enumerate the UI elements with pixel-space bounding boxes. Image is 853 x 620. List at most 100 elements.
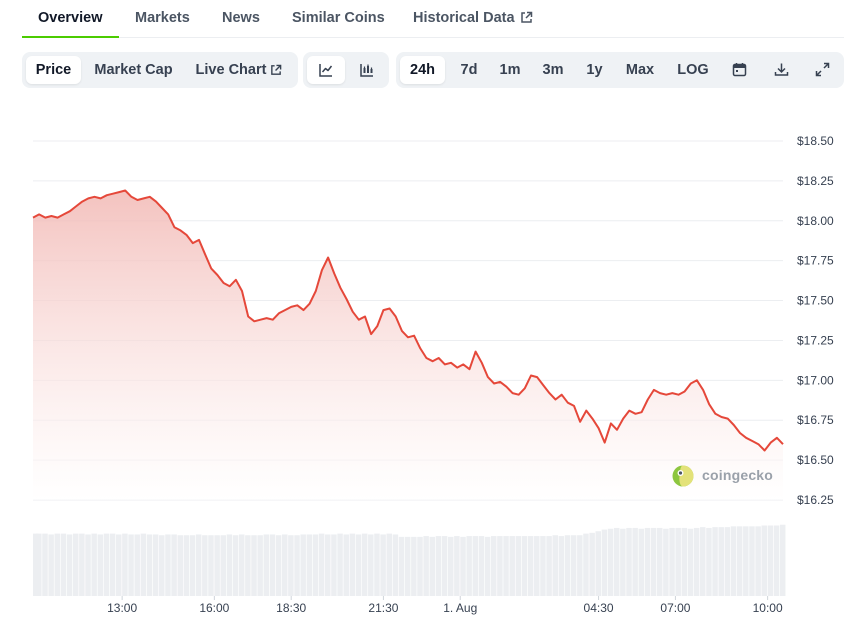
volume-bar	[398, 536, 405, 596]
live-chart-button[interactable]: Live Chart	[186, 56, 292, 84]
range-24h-button[interactable]: 24h	[400, 56, 445, 84]
price-button[interactable]: Price	[26, 56, 81, 84]
volume-bar	[33, 533, 39, 596]
range-1m-label: 1m	[499, 62, 521, 78]
tab-similar-coins-label: Similar Coins	[292, 10, 385, 26]
tab-markets-label: Markets	[135, 10, 190, 26]
volume-bar	[779, 524, 786, 596]
volume-bar	[48, 534, 54, 596]
volume-bar	[91, 533, 97, 596]
volume-bar	[189, 535, 196, 596]
volume-bar	[263, 534, 270, 596]
tab-historical-data-label: Historical Data	[413, 10, 515, 26]
volume-bar	[687, 528, 694, 596]
fullscreen-button[interactable]	[807, 56, 837, 84]
line-chart-button[interactable]	[307, 56, 345, 84]
range-7d-label: 7d	[460, 62, 478, 78]
volume-bar	[54, 533, 61, 596]
volume-bar	[42, 533, 48, 596]
tab-markets[interactable]: Markets	[135, 0, 190, 38]
volume-bar	[478, 536, 485, 596]
volume-bar	[349, 533, 356, 596]
volume-bar	[85, 534, 91, 596]
volume-bar	[773, 525, 780, 596]
volume-bar	[361, 533, 368, 596]
range-3m-button[interactable]: 3m	[533, 56, 573, 84]
tab-overview[interactable]: Overview	[22, 0, 119, 38]
volume-bar	[165, 534, 171, 596]
x-axis: 13:00 16:00 18:30 21:30 1. Aug 04:30 07:00 10:0…	[107, 596, 783, 615]
volume-bar	[497, 536, 503, 596]
volume-bar	[374, 533, 380, 596]
tab-historical-data[interactable]: Historical Data	[413, 0, 533, 38]
volume-bar	[79, 533, 85, 596]
price-area-fill	[33, 190, 783, 500]
volume-bar	[134, 534, 140, 596]
calendar-icon	[732, 63, 746, 77]
x-tick-label: 21:30	[368, 601, 398, 615]
range-24h-label: 24h	[410, 62, 435, 78]
download-button[interactable]	[766, 56, 796, 84]
tab-news-label: News	[222, 10, 260, 26]
volume-bar	[343, 534, 349, 596]
volume-bar	[392, 534, 399, 596]
candlestick-chart-button[interactable]	[349, 56, 385, 84]
volume-bar	[202, 535, 208, 596]
range-7d-button[interactable]: 7d	[450, 56, 488, 84]
volume-bar	[595, 531, 602, 596]
x-tick-label: 07:00	[660, 601, 690, 615]
volume-bar	[534, 536, 540, 596]
x-tick-label: 16:00	[199, 601, 229, 615]
volume-bar	[700, 527, 706, 596]
volume-bar	[669, 527, 675, 596]
volume-bar	[718, 527, 724, 596]
volume-bar	[183, 535, 190, 596]
volume-bar	[589, 532, 595, 596]
range-max-button[interactable]: Max	[617, 56, 663, 84]
volume-bar	[288, 535, 294, 596]
range-selector: 24h 7d 1m 3m 1y Max LOG	[396, 52, 844, 88]
volume-bar	[607, 528, 614, 596]
range-1y-label: 1y	[586, 62, 603, 78]
tab-news[interactable]: News	[222, 0, 260, 38]
y-tick-label: $18.50	[797, 134, 834, 148]
volume-bar	[36, 533, 42, 596]
y-axis: $18.50 $18.25 $18.00 $17.75 $17.50 $17.25 $17.…	[797, 134, 834, 507]
volume-bar	[411, 536, 417, 596]
volume-bar	[177, 535, 183, 596]
range-1m-button[interactable]: 1m	[492, 56, 528, 84]
x-tick-label: 18:30	[276, 601, 306, 615]
y-tick-label: $17.50	[797, 294, 834, 308]
download-icon	[774, 63, 788, 76]
volume-bar	[300, 534, 306, 596]
market-cap-button[interactable]: Market Cap	[86, 56, 181, 84]
tab-similar-coins[interactable]: Similar Coins	[292, 0, 385, 38]
volume-bar	[251, 535, 257, 596]
volume-bar	[386, 533, 392, 596]
volume-bar	[208, 535, 214, 596]
range-1y-button[interactable]: 1y	[577, 56, 612, 84]
y-tick-label: $17.25	[797, 333, 834, 347]
volume-bar	[368, 534, 374, 596]
y-tick-label: $16.25	[797, 493, 834, 507]
volume-bar	[743, 526, 749, 596]
price-area	[32, 189, 784, 500]
volume-bar	[325, 534, 331, 596]
volume-bar	[312, 534, 319, 596]
volume-bar	[638, 528, 645, 596]
date-range-button[interactable]	[724, 56, 754, 84]
volume-bar	[294, 535, 300, 596]
volume-bar	[454, 536, 460, 596]
volume-bar	[116, 534, 122, 596]
volume-bar	[404, 536, 411, 596]
volume-bar	[232, 535, 239, 596]
volume-bar	[509, 536, 515, 596]
log-scale-button[interactable]: LOG	[669, 56, 717, 84]
volume-bar	[275, 535, 282, 596]
volume-bar	[423, 536, 429, 596]
volume-bar	[736, 526, 743, 596]
volume-bar	[306, 534, 313, 596]
chart-grid	[33, 140, 783, 501]
volume-bar	[238, 534, 245, 596]
